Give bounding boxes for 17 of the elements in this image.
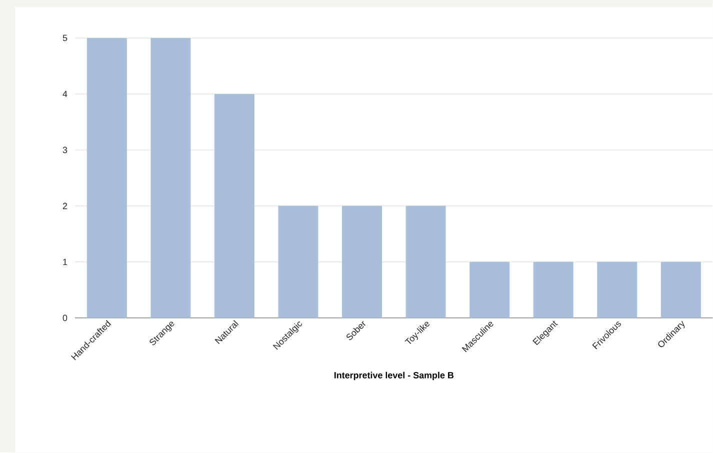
bar [597,262,638,318]
y-tick-label: 4 [62,90,68,98]
y-tick-label: 5 [62,34,68,42]
y-tick-label: 3 [62,146,68,154]
bar [150,38,191,318]
y-tick-label: 2 [62,202,68,210]
bar [342,206,382,318]
x-axis-title: Interpretive level - Sample B [334,372,454,380]
bar [214,94,254,318]
bar [278,206,318,318]
bar [406,206,446,318]
bar [660,262,701,318]
y-tick-label: 0 [62,314,68,322]
bar [470,262,510,318]
bar [533,262,574,318]
y-tick-label: 1 [63,258,68,266]
bar [86,38,127,318]
